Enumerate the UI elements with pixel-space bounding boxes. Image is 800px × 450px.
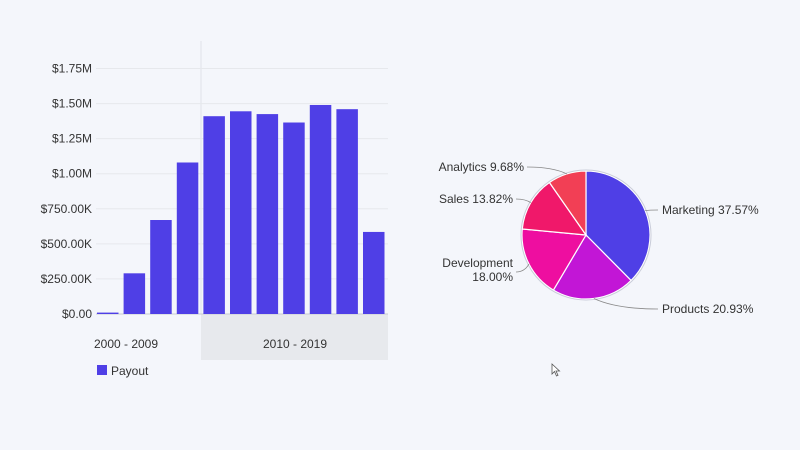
pie-leader-lines bbox=[515, 166, 659, 310]
y-tick-label: $1.50M bbox=[52, 97, 92, 111]
y-tick-label: $750.00K bbox=[41, 202, 92, 216]
pie-label-products: Products 20.93% bbox=[662, 302, 754, 316]
leader-line-marketing bbox=[645, 209, 659, 212]
payout-bar-chart[interactable]: $0.00 $250.00K $500.00K $750.00K $1.00M $1.25… bbox=[41, 41, 388, 378]
group-band-2010-2019 bbox=[201, 314, 388, 360]
pie-label-sales: Sales 13.82% bbox=[439, 192, 513, 206]
y-tick-label: $250.00K bbox=[41, 272, 92, 286]
y-axis-tick-labels: $0.00 $250.00K $500.00K $750.00K $1.00M $1.25… bbox=[41, 62, 93, 322]
pie-slice-sales[interactable] bbox=[521, 181, 588, 236]
y-tick-label: $1.75M bbox=[52, 62, 92, 76]
y-tick-label: $500.00K bbox=[41, 237, 92, 251]
bar-2006[interactable] bbox=[256, 114, 279, 314]
y-tick-label: $1.25M bbox=[52, 132, 92, 146]
pie-label-development-name: Development bbox=[442, 256, 513, 270]
leader-line-sales bbox=[515, 198, 531, 204]
bar-2000[interactable] bbox=[97, 312, 119, 314]
bar-series-payout[interactable] bbox=[97, 104, 385, 314]
bar-2005[interactable] bbox=[230, 111, 252, 314]
bar-2001[interactable] bbox=[123, 273, 146, 314]
pie-label-marketing: Marketing 37.57% bbox=[662, 203, 759, 217]
legend-swatch-payout bbox=[97, 365, 107, 375]
department-pie-chart[interactable]: Marketing 37.57% Products 20.93% Develop… bbox=[439, 160, 759, 316]
mouse-pointer-icon bbox=[551, 363, 561, 377]
pie-slice-marketing[interactable] bbox=[585, 170, 651, 282]
bar-2008[interactable] bbox=[309, 104, 332, 314]
leader-line-analytics bbox=[526, 166, 568, 175]
leader-line-products bbox=[593, 298, 659, 310]
leader-line-development bbox=[515, 263, 530, 273]
pie-label-analytics: Analytics 9.68% bbox=[439, 160, 525, 174]
x-group-label: 2010 - 2019 bbox=[263, 337, 327, 351]
y-tick-label: $1.00M bbox=[52, 167, 92, 181]
bar-2004[interactable] bbox=[203, 116, 225, 314]
bar-2002[interactable] bbox=[150, 220, 172, 314]
legend[interactable]: Payout bbox=[97, 364, 149, 378]
pie-slice-development[interactable] bbox=[521, 228, 587, 291]
bar-2010[interactable] bbox=[363, 231, 385, 314]
pie-slice-products[interactable] bbox=[552, 234, 632, 300]
pie-slices[interactable] bbox=[520, 169, 652, 301]
bar-2003[interactable] bbox=[176, 162, 199, 314]
bar-2007[interactable] bbox=[283, 122, 305, 314]
legend-label-payout: Payout bbox=[111, 364, 149, 378]
pie-label-development-value: 18.00% bbox=[472, 270, 513, 284]
bar-2009[interactable] bbox=[336, 109, 358, 314]
pie-outline bbox=[520, 169, 652, 301]
x-group-label: 2000 - 2009 bbox=[94, 337, 158, 351]
y-tick-label: $0.00 bbox=[62, 307, 92, 321]
